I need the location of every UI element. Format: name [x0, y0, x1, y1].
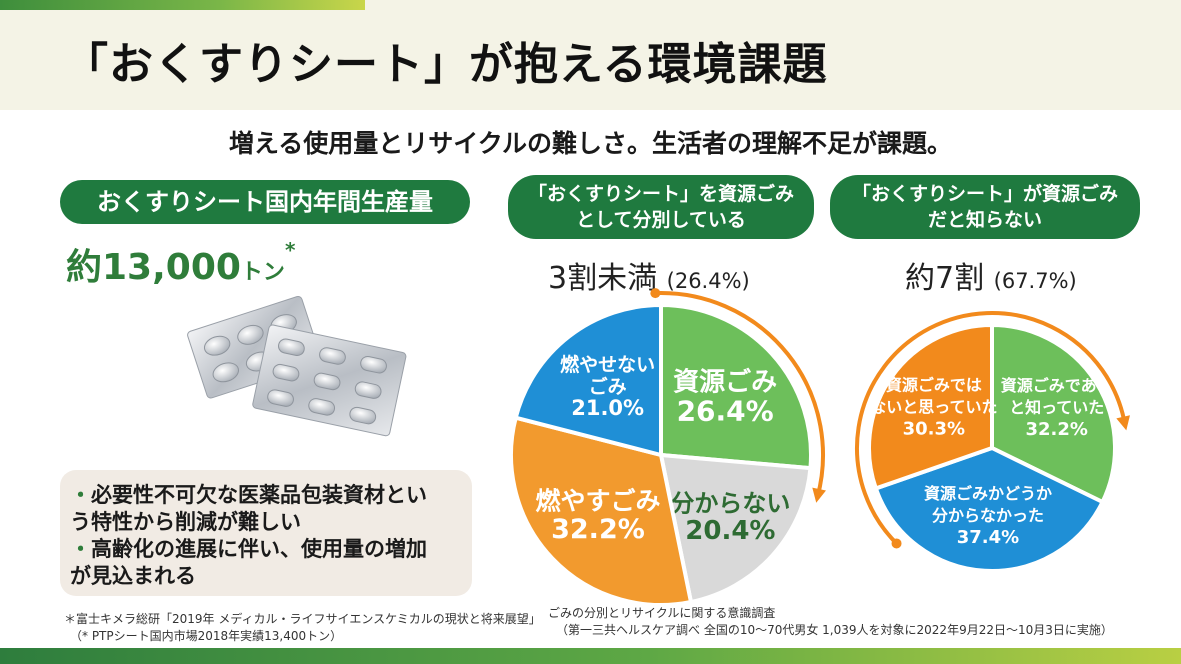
notes-box: ・必要性不可欠な医薬品包装資材とい う特性から削減が難しい ・高齢化の進展に伴い…	[60, 470, 472, 596]
production-value: 約13,000トン*	[66, 238, 295, 290]
pie1-slice-0	[659, 302, 813, 471]
accent-stripe	[0, 0, 365, 10]
note-line: う特性から削減が難しい	[70, 510, 301, 534]
pie2-slice-0-label: 資源ごみであると知っていた 32.2%	[1001, 376, 1113, 440]
chart2-title-line2: だと知らない	[927, 209, 1042, 231]
blister-pack-image	[187, 295, 407, 437]
chart2-title-pill: 「おくすりシート」が資源ごみ だと知らない	[830, 175, 1140, 239]
title-band	[0, 0, 1181, 110]
chart1-headline-text: 3割未満	[548, 261, 658, 296]
chart2-headline-text: 約7割	[905, 261, 985, 296]
production-footnote-mark: *	[284, 238, 296, 262]
chart1-headline: 3割未満 (26.4%)	[548, 253, 750, 297]
pie1-slice-1-label: 分からない 20.4%	[670, 489, 790, 546]
chart2-headline-pct: (67.7%)	[993, 269, 1077, 293]
note-line: ・必要性不可欠な医薬品包装資材とい	[70, 483, 427, 507]
chart2-title-line1: 「おくすりシート」が資源ごみ	[851, 183, 1118, 205]
footnote-survey-detail: （第一三共ヘルスケア調べ 全国の10～70代男女 1,039人を対象に2022年…	[556, 623, 1113, 637]
pie1-slice-0-label: 資源ごみ 26.4%	[673, 366, 777, 427]
pie1-slice-2-label: 燃やすごみ 32.2%	[535, 486, 660, 545]
chart1-headline-pct: (26.4%)	[666, 269, 750, 293]
footnote-source: ＊富士キメラ総研「2019年 メディカル・ライフサイエンスケミカルの現状と将来展…	[64, 612, 541, 626]
chart2-headline: 約7割 (67.7%)	[905, 253, 1077, 297]
pie2-slice-2	[867, 322, 994, 491]
pie1-slice-2	[509, 415, 694, 607]
pie2-slice-1-label: 資源ごみかどうか分からなかった 37.4%	[924, 484, 1052, 548]
pie1-slice-3-label: 燃やせないごみ 21.0%	[560, 353, 655, 420]
page-title: 「おくすりシート」が抱える環境課題	[64, 39, 828, 90]
pie2-slice-0	[990, 322, 1117, 505]
page-subtitle: 増える使用量とリサイクルの難しさ。生活者の理解不足が課題。	[228, 129, 952, 158]
pie2-arrow-head	[1116, 415, 1130, 431]
pie1-slice-1	[658, 452, 813, 605]
note-line: ・高齢化の進展に伴い、使用量の増加	[70, 537, 427, 561]
pie1-arrow-arc	[655, 291, 825, 498]
pie1-arrow-start	[650, 288, 661, 299]
pie2-arrow-arc	[855, 311, 1127, 545]
footnote-survey-title: ごみの分別とリサイクルに関する意識調査	[548, 606, 776, 620]
pie1-slice-3	[513, 302, 663, 458]
production-label-pill: おくすりシート国内年間生産量	[60, 180, 470, 224]
production-unit: トン	[240, 260, 285, 285]
chart1-title-line2: として分別している	[576, 209, 746, 231]
bottom-band	[0, 648, 1181, 664]
chart1-title-pill: 「おくすりシート」を資源ごみ として分別している	[508, 175, 814, 239]
pie1-arrow-head	[812, 487, 826, 503]
chart1-title-line1: 「おくすりシート」を資源ごみ	[527, 183, 794, 205]
pie2-slice-1	[873, 445, 1106, 573]
pie2-slice-2-label: 資源ごみではないと思っていた 30.3%	[870, 375, 997, 439]
note-line: が見込まれる	[70, 564, 196, 588]
footnote-ptp: （* PTPシート国内市場2018年実績13,400トン）	[70, 629, 343, 643]
pie2-arrow-start	[891, 538, 902, 549]
production-number: 約13,000	[66, 247, 241, 288]
